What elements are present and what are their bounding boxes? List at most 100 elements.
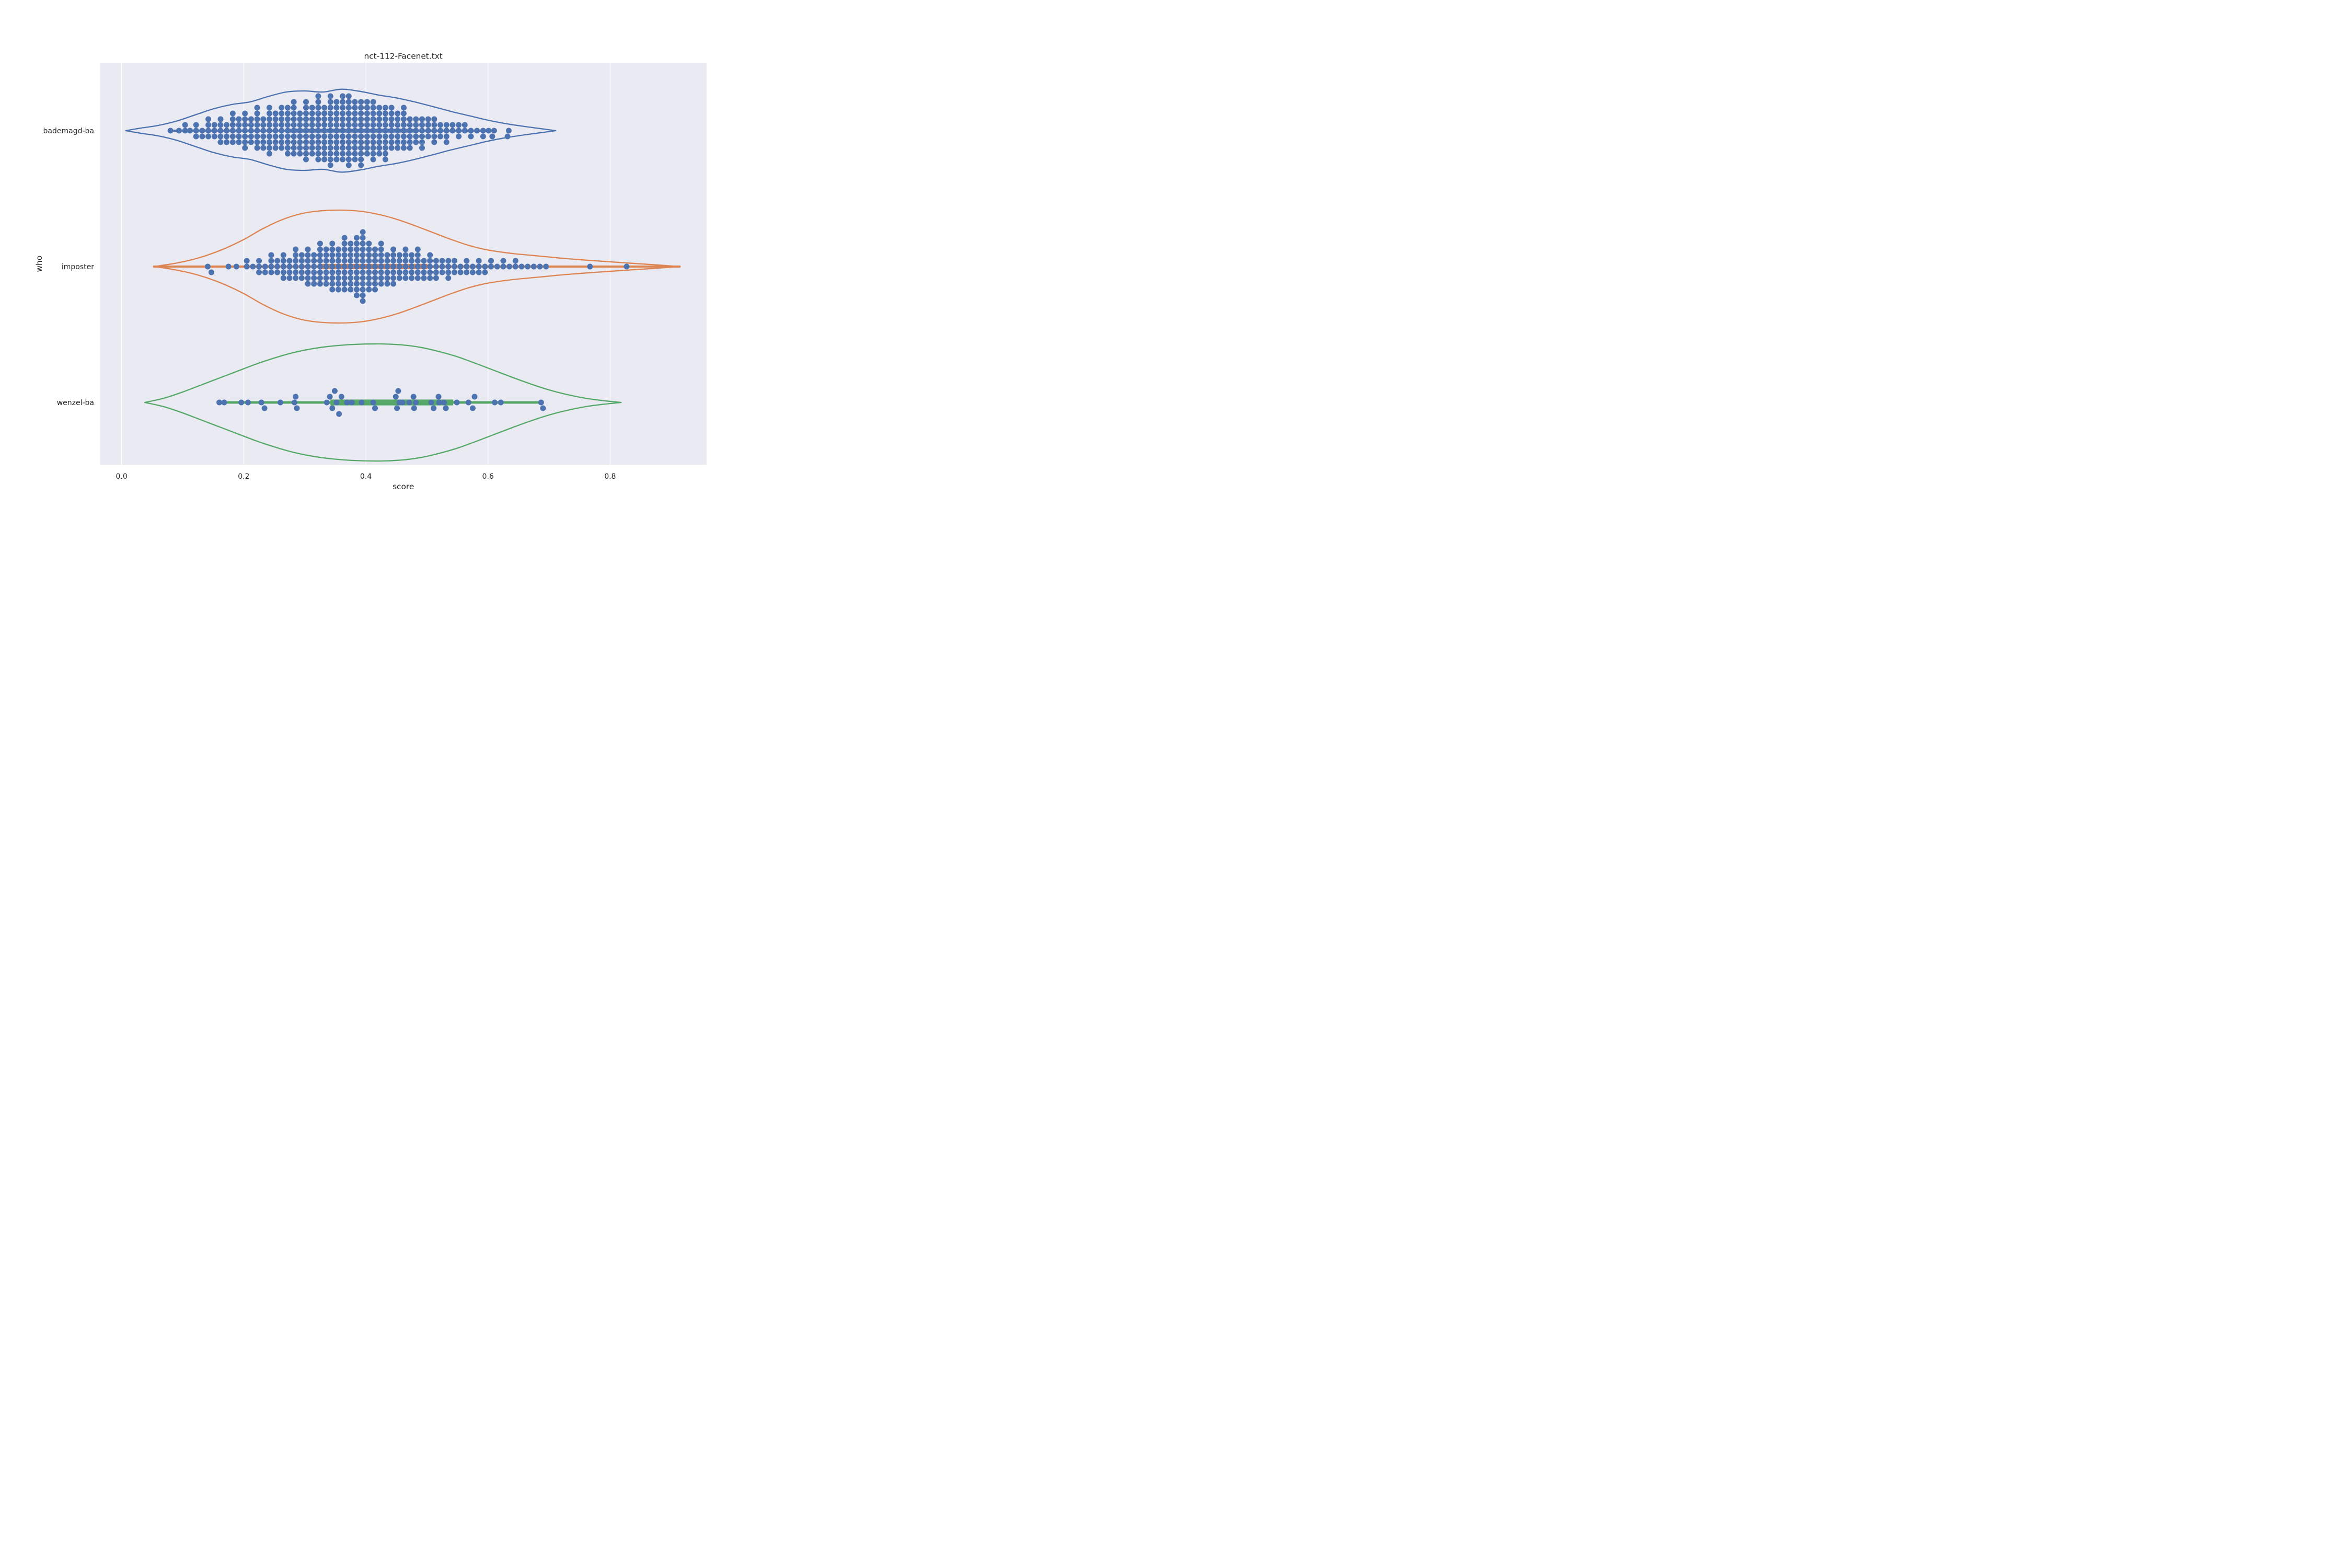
swarm-dot — [395, 110, 401, 117]
swarm-dot — [329, 286, 336, 293]
swarm-dot — [345, 99, 352, 105]
swarm-dot — [217, 139, 224, 145]
swarm-dot — [345, 93, 352, 99]
swarm-dot — [298, 258, 305, 264]
swarm-dot — [321, 145, 328, 151]
swarm-dot — [305, 281, 311, 287]
swarm-dot — [413, 116, 419, 122]
swarm-dot — [256, 263, 262, 270]
swarm-dot — [382, 156, 388, 163]
swarm-dot — [480, 128, 486, 134]
swarm-dot — [335, 258, 341, 264]
swarm-dot — [345, 139, 352, 145]
swarm-dot — [284, 128, 291, 134]
x-tick-labels: 0.0 0.2 0.4 0.6 0.8 — [116, 472, 616, 481]
swarm-dot — [329, 269, 336, 275]
swarm-dot — [340, 133, 346, 140]
swarm-dot — [353, 275, 360, 281]
swarm-dot — [349, 399, 355, 406]
swarm-dot — [352, 122, 358, 128]
swarm-dot — [482, 269, 488, 275]
swarm-dot — [279, 110, 285, 117]
swarm-dot — [505, 128, 512, 134]
swarm-dot — [372, 286, 378, 293]
swarm-dot — [323, 252, 329, 258]
swarm-dot — [419, 116, 425, 122]
swarm-dot — [494, 263, 500, 270]
swarm-dot — [372, 275, 378, 281]
x-tick-label: 0.0 — [116, 472, 128, 481]
y-axis-label: who — [34, 256, 44, 272]
swarm-dot — [390, 281, 397, 287]
swarm-dot — [393, 394, 399, 400]
swarm-dot — [205, 133, 212, 140]
swarm-dot — [366, 286, 372, 293]
swarm-dot — [233, 263, 239, 270]
swarm-dot — [345, 110, 352, 117]
swarm-dot — [315, 105, 321, 111]
swarm-dot — [244, 263, 250, 270]
swarm-dot — [224, 122, 230, 128]
swarm-dot — [395, 128, 401, 134]
swarm-dot — [506, 263, 513, 270]
swarm-dot — [489, 133, 495, 140]
swarm-dot — [388, 133, 395, 140]
swarm-dot — [376, 105, 383, 111]
swarm-dot — [587, 263, 593, 270]
swarm-dot — [335, 252, 341, 258]
swarm-dot — [390, 258, 397, 264]
y-category-label: imposter — [62, 263, 94, 271]
swarm-dot — [199, 128, 205, 134]
swarm-dot — [254, 128, 260, 134]
swarm-dot — [376, 110, 383, 117]
swarm-dot — [340, 116, 346, 122]
swarm-dot — [333, 110, 340, 117]
swarm-dot — [378, 281, 384, 287]
swarm-dot — [260, 128, 267, 134]
swarm-dot — [341, 252, 348, 258]
swarm-dot — [321, 105, 328, 111]
swarm-dot — [317, 269, 323, 275]
swarm-dot — [323, 281, 329, 287]
swarm-dot — [388, 110, 395, 117]
swarm-dot — [272, 110, 279, 117]
swarm-dot — [433, 258, 439, 264]
swarm-dot — [327, 162, 333, 168]
swarm-dot — [366, 269, 372, 275]
swarm-dot — [303, 139, 309, 145]
swarm-dot — [182, 122, 188, 128]
swarm-dot — [327, 133, 333, 140]
swarm-dot — [437, 128, 444, 134]
swarm-dot — [353, 258, 360, 264]
swarm-dot — [413, 133, 419, 140]
swarm-dot — [317, 275, 323, 281]
swarm-dot — [372, 281, 378, 287]
swarm-dot — [298, 252, 305, 258]
swarm-dot — [352, 105, 358, 111]
swarm-dot — [297, 122, 303, 128]
swarm-dot — [254, 139, 260, 145]
swarm-dot — [400, 122, 407, 128]
swarm-dot — [456, 128, 462, 134]
swarm-dot — [236, 128, 242, 134]
swarm-dot — [360, 258, 366, 264]
swarm-dot — [488, 258, 494, 264]
swarm-dot — [425, 116, 431, 122]
swarm-dot — [512, 258, 518, 264]
swarm-dot — [358, 133, 364, 140]
swarm-dot — [260, 133, 267, 140]
swarm-dot — [327, 156, 333, 163]
swarm-dot — [279, 105, 285, 111]
swarm-dot — [272, 133, 279, 140]
figure: 0.0 0.2 0.4 0.6 0.8 bademagd-ba imposter wenze… — [0, 0, 784, 523]
swarm-dot — [492, 399, 498, 406]
x-axis-label: score — [393, 482, 414, 491]
swarm-dot — [248, 116, 254, 122]
swarm-dot — [366, 281, 372, 287]
swarm-dot — [390, 275, 397, 281]
swarm-dot — [268, 258, 274, 264]
swarm-wenzel-ba — [216, 388, 546, 417]
swarm-dot — [329, 246, 336, 252]
swarm-dot — [465, 399, 471, 406]
swarm-dot — [315, 128, 321, 134]
